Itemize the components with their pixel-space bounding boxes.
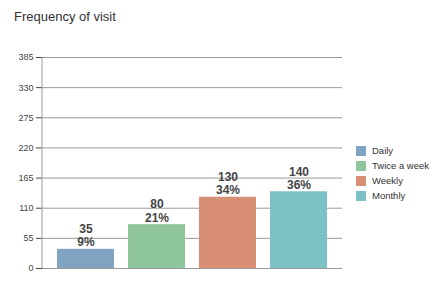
svg-text:275: 275 <box>18 113 33 123</box>
svg-text:165: 165 <box>18 173 33 183</box>
svg-text:8021%: 8021% <box>145 197 169 224</box>
svg-text:330: 330 <box>18 83 33 93</box>
html-text:Daily: Daily <box>372 145 394 156</box>
svg-text:110: 110 <box>19 203 33 213</box>
html-text:Frequency of visit: Frequency of visit <box>14 9 116 24</box>
svg-text:13034%: 13034% <box>216 170 240 197</box>
svg-text:220: 220 <box>18 143 33 153</box>
html-text:Weekly: Weekly <box>372 175 403 186</box>
svg-text:14036%: 14036% <box>287 165 311 192</box>
svg-text:385: 385 <box>18 52 33 62</box>
svg-text:55: 55 <box>23 233 33 243</box>
html-text:Twice a week: Twice a week <box>372 160 429 171</box>
svg-text:359%: 359% <box>77 222 95 249</box>
html-text:Monthly: Monthly <box>372 190 406 201</box>
svg-text:0: 0 <box>28 263 33 273</box>
